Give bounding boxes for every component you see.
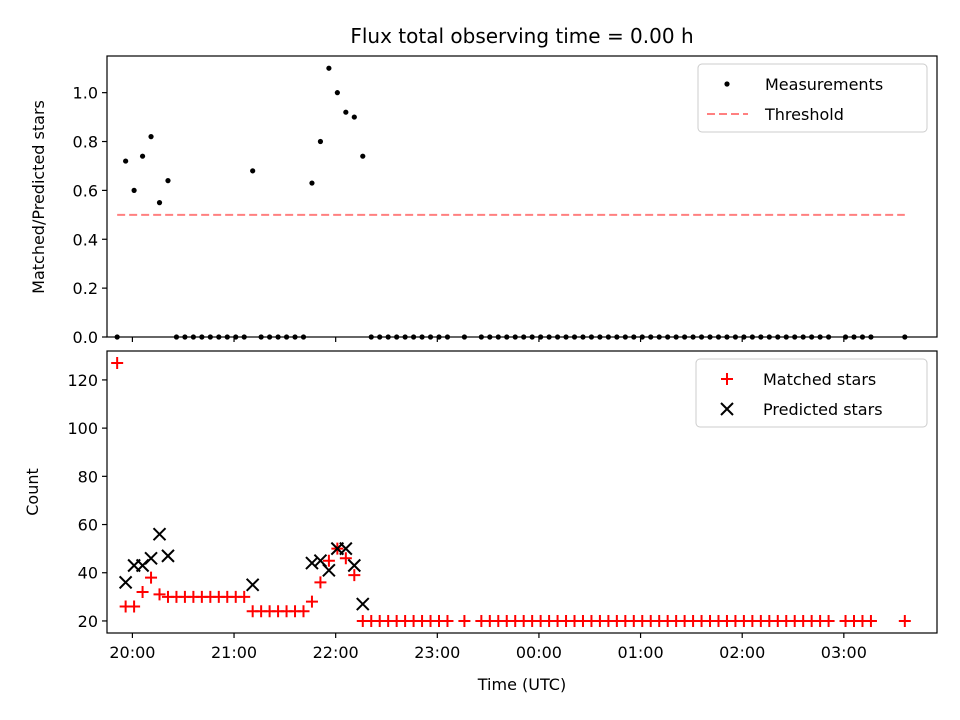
matched-stars-point — [153, 588, 166, 601]
matched-stars-point — [297, 605, 310, 618]
legend-marker-measurements — [724, 81, 730, 87]
bottom-data-marks — [111, 357, 911, 627]
matched-stars-point — [314, 576, 327, 589]
legend-label-threshold: Threshold — [764, 105, 844, 124]
bottom-y-axis-label: Count — [23, 468, 42, 516]
measurements-point — [309, 180, 315, 186]
measurements-point — [156, 200, 163, 206]
y-tick-label: 0.0 — [73, 328, 98, 347]
bottom-plot-frame — [106, 350, 938, 634]
predicted-stars-point — [339, 541, 353, 556]
measurements-point — [123, 158, 129, 164]
measurements-point — [250, 168, 256, 174]
x-tick-label: 02:00 — [719, 643, 765, 662]
matched-stars-point — [441, 614, 454, 627]
x-tick-label: 22:00 — [313, 643, 359, 662]
y-tick-label: 0.6 — [73, 181, 98, 200]
measurements-point — [351, 114, 357, 120]
measurements-point — [148, 134, 154, 140]
top-plot-frame — [106, 55, 938, 338]
matched-stars-point — [898, 614, 911, 627]
bottom-x-axis-label: Time (UTC) — [477, 675, 566, 694]
top-axis-ticks: 0.0 0.2 0.4 0.6 0.8 1.0 — [73, 84, 845, 347]
matched-stars-point — [238, 590, 251, 603]
bottom-axis-ticks: 20:00 21:00 22:00 23:00 00:00 01:00 02:00 03:00… — [67, 371, 866, 662]
matched-stars-point — [136, 586, 149, 599]
matched-stars-point — [111, 357, 124, 370]
measurements-point — [326, 65, 332, 71]
bottom-legend: Matched stars Predicted stars — [695, 358, 928, 428]
y-tick-label: 0.4 — [73, 230, 98, 249]
matched-stars-point — [322, 554, 335, 567]
predicted-stars-point — [152, 527, 167, 541]
x-tick-label: 00:00 — [516, 643, 562, 662]
legend-marker-predicted-stars — [720, 402, 734, 416]
matched-stars-point — [128, 600, 141, 613]
measurements-point — [334, 90, 340, 96]
x-tick-label: 23:00 — [414, 643, 460, 662]
x-tick-label: 20:00 — [109, 643, 155, 662]
y-tick-label: 1.0 — [73, 84, 98, 103]
y-tick-label: 120 — [67, 371, 98, 390]
predicted-stars-point — [118, 575, 133, 590]
y-tick-label: 20 — [78, 612, 98, 631]
y-tick-label: 0.8 — [73, 133, 98, 152]
matched-stars-point — [145, 571, 158, 584]
measurements-point — [317, 138, 324, 145]
measurements-point — [343, 109, 349, 115]
x-tick-label: 01:00 — [618, 643, 664, 662]
predicted-stars-point — [356, 597, 370, 611]
matched-stars-point — [458, 614, 471, 627]
predicted-stars-point — [322, 563, 336, 578]
legend-label-matched-stars: Matched stars — [763, 370, 876, 389]
y-tick-label: 0.2 — [73, 279, 98, 298]
matched-stars-point — [822, 614, 835, 627]
measurements-point — [360, 153, 366, 159]
predicted-stars-point — [161, 549, 175, 563]
matched-stars-point — [348, 569, 361, 582]
x-tick-label: 03:00 — [821, 643, 867, 662]
predicted-stars-point — [245, 578, 260, 592]
measurements-point — [131, 187, 137, 193]
y-tick-label: 60 — [78, 516, 98, 535]
y-tick-label: 40 — [78, 564, 98, 583]
top-legend: Measurements Threshold — [697, 63, 928, 133]
top-legend-box — [697, 63, 928, 133]
matched-stars-point — [305, 595, 318, 608]
x-tick-label: 21:00 — [211, 643, 257, 662]
top-panel: 0.0 0.2 0.4 0.6 0.8 1.0 Matched/Predicted sta… — [29, 55, 938, 347]
legend-label-predicted-stars: Predicted stars — [763, 400, 883, 419]
matched-stars-point — [339, 552, 352, 565]
predicted-stars-point — [347, 558, 362, 573]
top-y-axis-label: Matched/Predicted stars — [29, 100, 48, 294]
top-chart-title: Flux total observing time = 0.00 h — [350, 24, 693, 48]
y-tick-label: 80 — [78, 467, 98, 486]
predicted-stars-point — [305, 556, 319, 570]
bottom-panel: 20:00 21:00 22:00 23:00 00:00 01:00 02:00 03:00… — [23, 350, 938, 694]
measurements-point — [139, 153, 146, 159]
measurements-point — [165, 178, 171, 184]
legend-marker-matched-stars — [721, 373, 733, 385]
y-tick-label: 100 — [67, 419, 98, 438]
matched-stars-point — [864, 614, 877, 627]
legend-label-measurements: Measurements — [765, 75, 883, 94]
bottom-legend-box — [695, 358, 928, 428]
predicted-stars-point — [144, 551, 158, 565]
